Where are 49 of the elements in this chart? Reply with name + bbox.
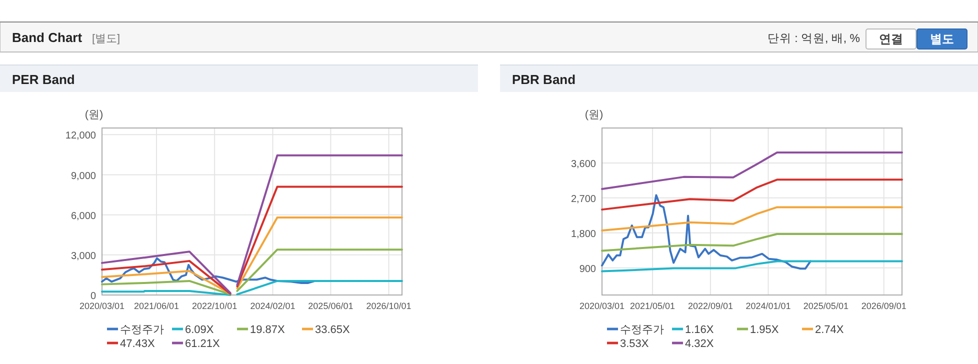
line-series (601, 194, 812, 270)
line-series (601, 233, 903, 252)
chart-title: PER Band (12, 72, 75, 87)
y-tick-label: 0 (90, 291, 96, 302)
legend-label: 2.74X (815, 324, 844, 336)
legend-label: 33.65X (315, 324, 351, 336)
y-tick-label: 3,000 (70, 250, 96, 262)
line-series (601, 206, 903, 232)
x-tick-label: 2024/01/01 (746, 301, 791, 311)
toggle-button: 연결 (866, 28, 916, 50)
x-tick-label: 2022/09/01 (688, 301, 733, 311)
y-tick-label: 6,000 (70, 210, 96, 222)
toggle-button: 별도 (916, 28, 968, 50)
x-tick-label: 2024/02/01 (250, 301, 296, 311)
legend-label: 수정주가 (120, 324, 164, 336)
x-tick-label: 2022/10/01 (192, 301, 238, 311)
text: 단위 : 억원, 배, % (767, 33, 860, 45)
line-series (101, 257, 316, 284)
y-axis-title: (원) (584, 109, 604, 121)
x-tick-label: 2025/05/01 (803, 301, 848, 311)
y-tick-label: 1,800 (570, 228, 596, 240)
y-tick-label: 12,000 (65, 130, 96, 142)
y-tick-label: 2,700 (570, 194, 596, 205)
legend-label: 47.43X (120, 338, 156, 350)
x-tick-label: 2021/06/01 (134, 301, 180, 311)
legend-label: 1.95X (750, 324, 780, 336)
legend-label: 19.87X (250, 324, 286, 336)
legend-label: 3.53X (620, 338, 650, 350)
x-tick-label: 2026/09/01 (861, 301, 906, 311)
y-axis-title: (원) (84, 109, 104, 121)
x-tick-label: 2020/03/01 (579, 301, 625, 311)
text: Band Chart (12, 30, 83, 45)
legend-label: 61.21X (185, 338, 221, 350)
legend-label: 수정주가 (620, 324, 664, 336)
chart-title: PBR Band (512, 72, 576, 87)
x-tick-label: 2025/06/01 (308, 301, 354, 311)
x-tick-label: 2026/10/01 (366, 301, 412, 311)
y-tick-label: 9,000 (70, 170, 96, 182)
legend-label: 6.09X (185, 324, 214, 336)
x-tick-label: 2020/03/01 (79, 301, 125, 311)
line-series (601, 260, 903, 272)
y-tick-label: 3,600 (570, 158, 596, 170)
legend-label: 4.32X (685, 338, 714, 350)
y-tick-label: 900 (579, 264, 596, 275)
x-tick-label: 2021/05/01 (630, 301, 676, 311)
text: [별도] (92, 33, 120, 45)
line-series (601, 151, 903, 190)
legend-label: 1.16X (685, 324, 714, 336)
line-series (601, 178, 903, 211)
